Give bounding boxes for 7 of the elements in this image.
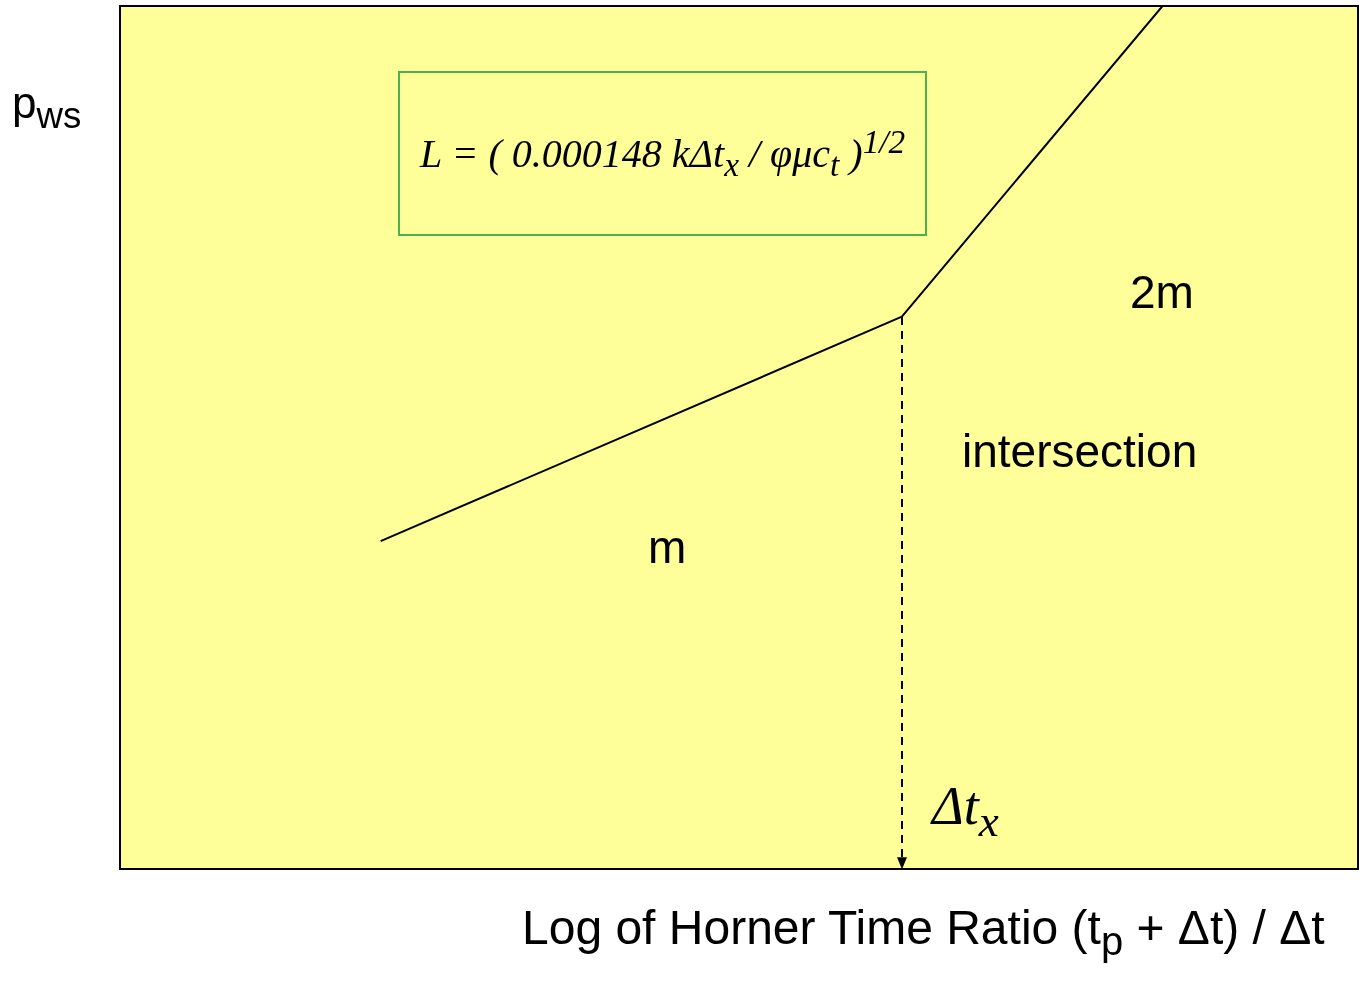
annotation: 2m: [1130, 265, 1194, 319]
annotation: m: [648, 520, 687, 574]
y-axis-title: p$_{ws}$: [12, 78, 82, 137]
annotation: L = ( 0.000148 kΔt$_{x}$ / φμc$_{t}$ )$^{1/2}$: [398, 71, 928, 237]
annotation: Δt$_{x}$: [932, 775, 999, 847]
annotation: intersection: [962, 424, 1198, 478]
x-axis-title: Log of Horner Time Ratio (t$_{p}$ + Δt) / Δt: [522, 900, 1325, 964]
